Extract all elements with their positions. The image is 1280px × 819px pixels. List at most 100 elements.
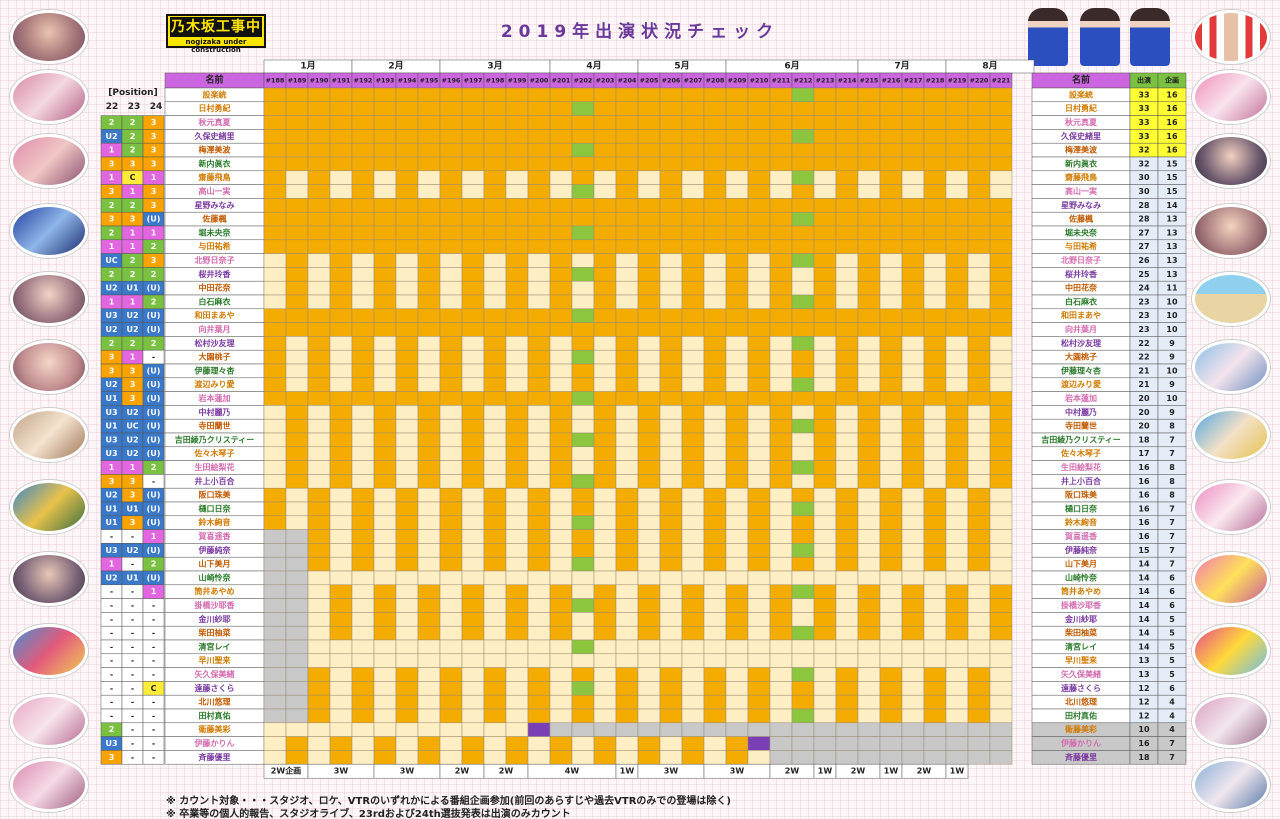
appearance-cell [439,142,463,158]
appearance-cell [395,170,419,185]
appearance-cell [901,681,925,696]
week-group-label: 3W [334,767,349,776]
appearance-cell [681,294,705,310]
appearance-cell [901,142,925,158]
appearance-cell [791,515,815,530]
appearance-cell [307,391,331,406]
appearance-cell [681,336,705,351]
appearance-cell [549,211,573,227]
appearance-cell [967,418,991,434]
appearance-cell [659,239,683,254]
appearance-cell [615,432,639,448]
appearance-cell [879,432,903,448]
appearance-cell [945,515,969,530]
appearance-cell [461,570,485,586]
appearance-cell [681,570,705,586]
appearance-cell [769,184,793,199]
appearance-cell [461,322,485,337]
appearance-cell [285,446,309,461]
appear-count: 23 [1138,311,1149,320]
appearance-cell [527,570,551,586]
appearance-cell [395,639,419,655]
appearance-cell [659,543,683,558]
appearance-cell [549,694,573,710]
appearance-cell [835,487,859,503]
appearance-cell [395,515,419,530]
appearance-cell [263,405,287,420]
appearance-cell [857,170,881,185]
appearance-cell [307,142,331,158]
appearance-cell [901,694,925,710]
plan-count: 13 [1166,242,1177,251]
appearance-cell [285,515,309,530]
right-member-name: 遠藤さくら [1061,683,1101,693]
appearance-cell [505,708,529,724]
member-name: 北野日奈子 [195,255,235,265]
appearance-cell [659,487,683,503]
appearance-cell [395,653,419,668]
appearance-cell [527,391,551,406]
member-name: 筒井あやめ [195,586,235,596]
appearance-cell [989,101,1013,116]
appearance-cell [703,501,727,517]
appearance-cell [505,570,529,586]
position-value: - [110,615,113,624]
appearance-cell [791,653,815,668]
appearance-cell [835,101,859,116]
appearance-cell [967,515,991,530]
appearance-cell [813,308,837,323]
position-value: U2 [126,311,138,320]
appearance-cell [769,529,793,544]
appearance-cell [747,487,771,503]
appearance-cell [329,101,353,116]
appearance-cell [549,280,573,296]
appearance-cell [615,529,639,544]
appearance-cell [681,198,705,213]
appearance-cell [835,184,859,199]
position-value: 3 [130,366,136,375]
appearance-cell [549,267,573,282]
appearance-cell [681,446,705,461]
appearance-cell [593,336,617,351]
week-group-label: 2W [499,767,514,776]
appearance-cell [263,129,287,144]
episode-label: #215 [860,77,879,85]
appearance-cell [835,142,859,158]
appearance-cell [615,708,639,724]
appearance-cell [747,653,771,668]
appearance-cell [989,170,1013,185]
appearance-cell [769,570,793,586]
appearance-cell [791,501,815,517]
appearance-cell [659,225,683,241]
appearance-cell [307,405,331,420]
appearance-cell [373,515,397,530]
appearance-cell [703,653,727,668]
appearance-cell [659,405,683,420]
appearance-cell [857,142,881,158]
appearance-cell [769,101,793,116]
appearance-cell [835,405,859,420]
appearance-cell [637,584,661,599]
position-value: U3 [105,408,117,417]
appearance-cell [835,198,859,213]
appearance-cell [923,253,947,268]
position-value: U3 [105,311,117,320]
appearance-cell [923,156,947,172]
appearance-cell [967,598,991,613]
appearance-cell [923,708,947,724]
appearance-cell [373,570,397,586]
appearance-cell [857,377,881,392]
appearance-cell [351,391,375,406]
appearance-cell [417,322,441,337]
appearance-cell [527,584,551,599]
right-member-name: 矢久保美緒 [1061,669,1101,679]
appearance-cell [637,129,661,144]
position-value: 1 [130,353,136,362]
appearance-cell [373,556,397,572]
appearance-cell [615,667,639,682]
appearance-cell [813,598,837,613]
appearance-cell [879,129,903,144]
appearance-cell [615,184,639,199]
appearance-cell [571,418,595,434]
appearance-cell [263,432,287,448]
